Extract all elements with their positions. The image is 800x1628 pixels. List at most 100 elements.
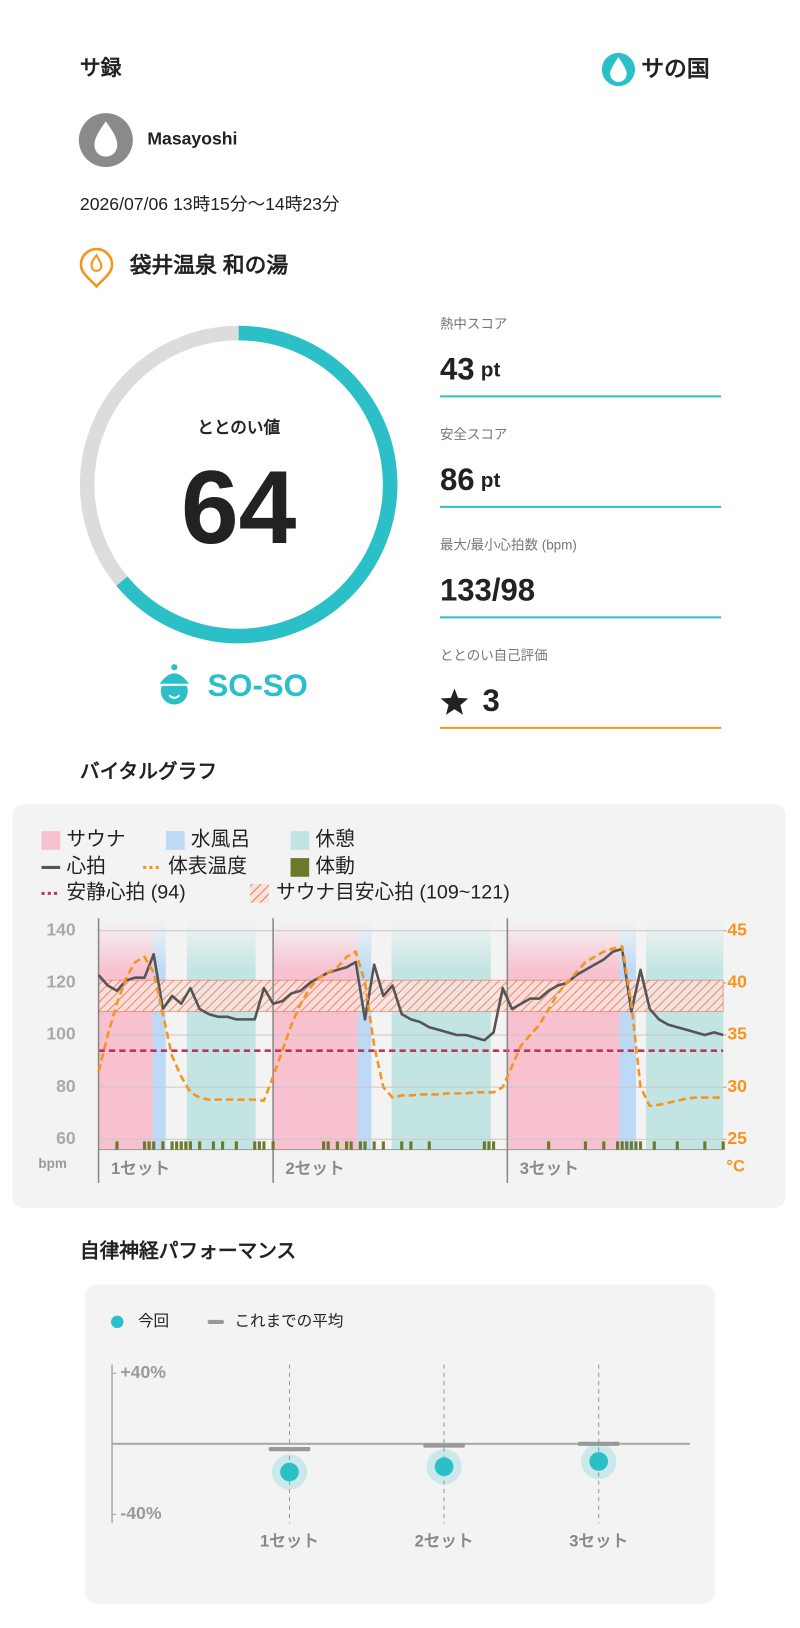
status-smile <box>168 694 181 699</box>
movement-mark <box>179 1141 183 1150</box>
logo: サの国 <box>601 52 710 87</box>
series-line <box>97 945 724 1108</box>
y-tick-label: 60 <box>56 1128 76 1148</box>
y-tick-label: -40% <box>120 1503 161 1523</box>
movement-mark <box>188 1141 192 1150</box>
y2-tick-label: 45 <box>727 919 747 939</box>
y-tick-label: 120 <box>46 972 76 992</box>
logo-drop <box>610 57 627 82</box>
movement-mark <box>234 1141 238 1150</box>
movement-mark <box>147 1141 151 1150</box>
score-unit: pt <box>481 359 501 382</box>
average-mark <box>268 1447 311 1452</box>
movement-mark <box>583 1141 587 1150</box>
logo-text: サの国 <box>641 56 709 82</box>
score-label: ととのい自己評価 <box>440 648 548 663</box>
gauge-label: ととのい値 <box>197 417 280 437</box>
status-hat-top <box>171 664 178 671</box>
y-tick-label: 80 <box>56 1076 76 1096</box>
movement-mark <box>602 1141 606 1150</box>
band-fade <box>98 920 724 973</box>
movement-mark <box>652 1141 656 1150</box>
legend-label: 心拍 <box>66 856 105 878</box>
y-axis-unit: bpm <box>38 1156 66 1171</box>
movement-mark <box>257 1141 261 1150</box>
y2-tick-label: 30 <box>727 1076 747 1096</box>
movement-mark <box>675 1141 679 1150</box>
score-value: 3 <box>482 683 499 718</box>
session-datetime: 2026/07/06 13時15分〜14時23分 <box>80 194 340 214</box>
section-title: 自律神経パフォーマンス <box>80 1240 296 1263</box>
score-number: 86 <box>440 462 475 497</box>
y-tick-label: 140 <box>46 919 76 939</box>
current-dot <box>434 1457 454 1477</box>
legend-label: これまでの平均 <box>235 1312 344 1330</box>
avatar-drop <box>94 121 118 157</box>
movement-mark <box>184 1141 188 1150</box>
series-line <box>97 947 724 1042</box>
y2-tick-label: 40 <box>727 972 747 992</box>
status-label: SO-SO <box>208 668 308 703</box>
legend-swatch <box>250 884 269 903</box>
legend-label: サウナ <box>66 829 125 851</box>
movement-mark <box>629 1141 633 1150</box>
x-tick-label: 3セット <box>569 1531 628 1550</box>
y2-tick-label: 25 <box>727 1128 747 1148</box>
legend-label: 休憩 <box>315 829 354 851</box>
gauge-value: 64 <box>181 449 297 565</box>
y2-axis-unit: °C <box>726 1157 745 1176</box>
movement-mark <box>271 1141 275 1150</box>
score-unit: pt <box>481 469 501 492</box>
facility-icon <box>79 247 114 289</box>
y-tick-label: +40% <box>120 1362 166 1382</box>
movement-mark <box>115 1141 119 1150</box>
score-label: 安全スコア <box>440 427 507 442</box>
star-icon <box>440 688 469 715</box>
movement-mark <box>372 1141 376 1150</box>
movement-mark <box>482 1141 486 1150</box>
score-number: 43 <box>440 352 475 387</box>
status-icon <box>155 664 193 705</box>
legend-swatch <box>290 831 310 850</box>
current-dot <box>589 1452 609 1471</box>
autonomic-chart: 今回 これまでの平均 +40% -40% 1セット 2セット 3セット <box>111 1312 691 1550</box>
score-label: 熱中スコア <box>440 316 507 331</box>
movement-mark <box>170 1141 174 1150</box>
score-number: 3 <box>482 683 499 718</box>
movement-mark <box>381 1141 385 1150</box>
facility-name: 袋井温泉 和の湯 <box>129 252 289 277</box>
movement-mark <box>638 1141 643 1150</box>
x-tick-label: 1セット <box>260 1531 319 1550</box>
gauge-arc <box>116 325 398 644</box>
x-tick-label: 2セット <box>286 1159 345 1178</box>
user-name: Masayoshi <box>147 129 237 149</box>
movement-mark <box>620 1141 624 1150</box>
legend-label: 体動 <box>315 856 354 878</box>
movement-mark <box>487 1141 491 1150</box>
movement-mark <box>161 1141 165 1150</box>
score-number: 133/98 <box>440 573 535 608</box>
movement-mark <box>322 1141 326 1150</box>
movement-mark <box>335 1141 339 1150</box>
movement-mark <box>625 1141 629 1150</box>
legend-dot <box>111 1315 124 1329</box>
movement-mark <box>703 1141 707 1150</box>
movement-mark <box>142 1141 147 1150</box>
movement-mark <box>152 1141 156 1150</box>
average-mark <box>577 1441 620 1446</box>
reference-band <box>98 979 724 1013</box>
y2-tick-label: 35 <box>727 1024 747 1044</box>
movement-mark <box>634 1141 638 1150</box>
movement-mark <box>492 1141 496 1150</box>
movement-mark <box>721 1141 725 1150</box>
movement-mark <box>221 1141 225 1150</box>
movement-mark <box>358 1141 362 1150</box>
movement-mark <box>253 1141 257 1150</box>
legend-label: 水風呂 <box>191 829 250 851</box>
section-title: バイタルグラフ <box>80 760 217 783</box>
score-value: 43 pt <box>440 352 501 387</box>
movement-mark <box>345 1141 349 1150</box>
legend-label: 体表温度 <box>168 856 247 878</box>
